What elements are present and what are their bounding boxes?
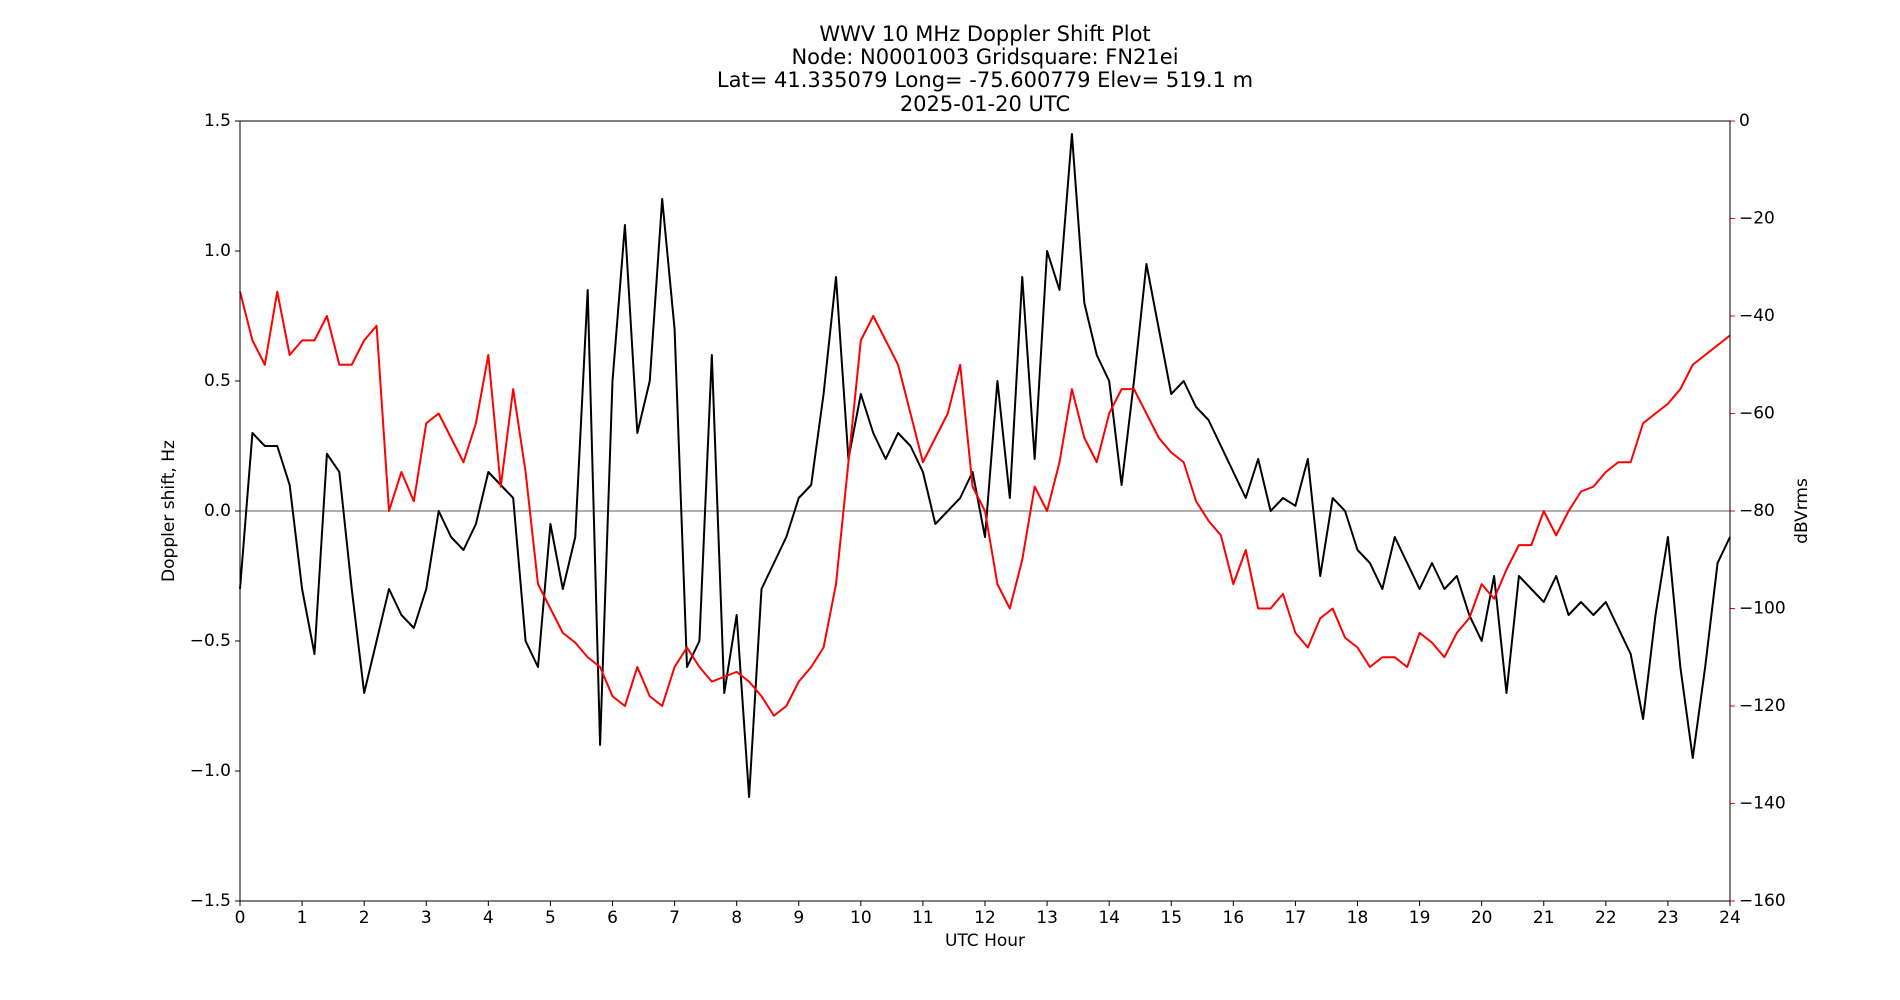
x-tick-label: 0 bbox=[235, 908, 246, 928]
x-tick-label: 8 bbox=[731, 908, 742, 928]
x-tick-label: 20 bbox=[1471, 908, 1493, 928]
y-tick-label: 0.5 bbox=[204, 371, 231, 391]
y2-tick-label: −100 bbox=[1739, 599, 1786, 619]
x-tick-label: 22 bbox=[1595, 908, 1617, 928]
x-tick-label: 2 bbox=[359, 908, 370, 928]
y2-tick-label: 0 bbox=[1739, 111, 1750, 131]
y2-tick-label: −140 bbox=[1739, 794, 1786, 814]
data-line bbox=[239, 133, 1731, 798]
y-tick-label: 1.5 bbox=[204, 111, 231, 131]
x-tick-label: 17 bbox=[1285, 908, 1307, 928]
data-line bbox=[239, 290, 1731, 717]
x-axis-label: UTC Hour bbox=[945, 931, 1025, 951]
x-tick-label: 15 bbox=[1160, 908, 1182, 928]
x-tick-label: 19 bbox=[1409, 908, 1431, 928]
y2-tick-label: −60 bbox=[1739, 404, 1775, 424]
x-tick-label: 23 bbox=[1657, 908, 1679, 928]
y2-tick-label: −80 bbox=[1739, 501, 1775, 521]
x-tick-label: 13 bbox=[1036, 908, 1058, 928]
x-tick-label: 10 bbox=[850, 908, 872, 928]
chart-title: WWV 10 MHz Doppler Shift Plot bbox=[819, 22, 1150, 46]
x-tick-label: 14 bbox=[1098, 908, 1120, 928]
chart-subtitle: Lat= 41.335079 Long= -75.600779 Elev= 51… bbox=[717, 68, 1253, 92]
chart-subtitle: Node: N0001003 Gridsquare: FN21ei bbox=[791, 45, 1178, 69]
y-tick-label: −1.5 bbox=[190, 891, 231, 911]
x-tick-label: 1 bbox=[297, 908, 308, 928]
x-tick-label: 21 bbox=[1533, 908, 1555, 928]
x-tick-label: 7 bbox=[669, 908, 680, 928]
y-tick-label: −1.0 bbox=[190, 761, 231, 781]
y-tick-label: 1.0 bbox=[204, 241, 231, 261]
y-tick-label: −0.5 bbox=[190, 631, 231, 651]
y2-axis-label: dBVrms bbox=[1792, 478, 1812, 544]
x-tick-label: 3 bbox=[421, 908, 432, 928]
y2-tick-label: −40 bbox=[1739, 306, 1775, 326]
y2-tick-label: −160 bbox=[1739, 891, 1786, 911]
y2-tick-label: −120 bbox=[1739, 696, 1786, 716]
x-tick-label: 4 bbox=[483, 908, 494, 928]
x-tick-label: 11 bbox=[912, 908, 934, 928]
y-tick-label: 0.0 bbox=[204, 501, 231, 521]
y2-tick-label: −20 bbox=[1739, 209, 1775, 229]
x-tick-label: 6 bbox=[607, 908, 618, 928]
x-tick-label: 24 bbox=[1719, 908, 1741, 928]
y-axis-label: Doppler shift, Hz bbox=[159, 440, 179, 582]
plot-frame bbox=[239, 120, 1731, 902]
x-tick-label: 12 bbox=[974, 908, 996, 928]
x-tick-label: 9 bbox=[793, 908, 804, 928]
x-tick-label: 18 bbox=[1347, 908, 1369, 928]
x-tick-label: 16 bbox=[1223, 908, 1245, 928]
x-tick-label: 5 bbox=[545, 908, 556, 928]
chart-subtitle: 2025-01-20 UTC bbox=[900, 92, 1070, 116]
